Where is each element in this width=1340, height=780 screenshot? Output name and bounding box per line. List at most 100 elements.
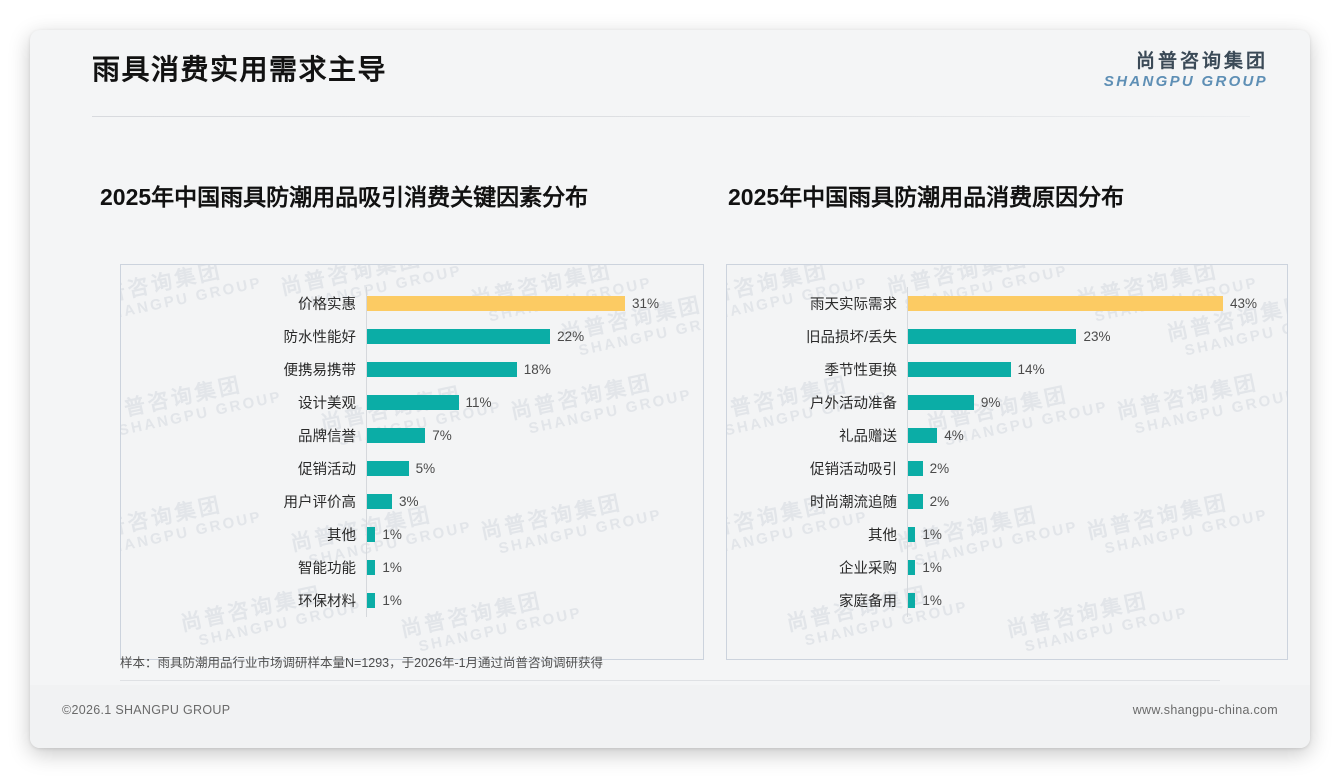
bar-track: 18% (366, 353, 703, 386)
bar-value-label: 7% (432, 428, 452, 443)
bar-value-label: 3% (398, 494, 419, 509)
bar (367, 461, 409, 476)
slide-footer: ©2026.1 SHANGPU GROUP www.shangpu-china.… (30, 685, 1310, 748)
chart-column-right: 2025年中国雨具防潮用品消费原因分布 尚普咨询集团 SHANGPU GROUP 尚… (698, 180, 1290, 660)
bar-category-label: 时尚潮流追随 (810, 495, 897, 511)
chart-title-right: 2025年中国雨具防潮用品消费原因分布 (728, 184, 1125, 210)
bar-category-label: 家庭备用 (839, 594, 897, 610)
bar-value-label: 11% (465, 395, 492, 410)
bar (908, 593, 916, 608)
bar-category-label: 便携易携带 (283, 363, 357, 379)
bar (908, 329, 1077, 344)
bar-track: 1% (366, 584, 703, 617)
bar-row: 便携易携带 18% (121, 353, 703, 386)
bar-row: 环保材料 1% (121, 584, 703, 617)
bar-value-label: 1% (382, 560, 402, 575)
chart-panel-right: 尚普咨询集团 SHANGPU GROUP 尚普咨询集团 SHANGPU GROUP 尚普… (726, 264, 1288, 660)
bar-category-label: 设计美观 (298, 396, 356, 412)
bar-category-label: 其他 (327, 528, 356, 544)
chart-panel-left: 尚普咨询集团 SHANGPU GROUP 尚普咨询集团 SHANGPU GROUP 尚普… (120, 264, 704, 660)
bar-track: 2% (907, 452, 1287, 485)
bar (908, 362, 1011, 377)
bar-category-label: 企业采购 (839, 561, 897, 577)
bar (367, 494, 392, 509)
bar-row: 其他 1% (727, 518, 1287, 551)
page-title: 雨具消费实用需求主导 (92, 54, 388, 85)
bar-track: 4% (907, 419, 1287, 452)
bar-value-label: 1% (382, 527, 402, 542)
bar-category-label: 品牌信誉 (298, 429, 356, 445)
header-divider (92, 116, 1250, 117)
bar-row: 企业采购 1% (727, 551, 1287, 584)
bar (908, 428, 938, 443)
bar-row: 礼品赠送 4% (727, 419, 1287, 452)
bar-track: 43% (907, 287, 1287, 320)
bar-value-label: 2% (929, 461, 950, 476)
bar-row: 智能功能 1% (121, 551, 703, 584)
bar-rows-right: 雨天实际需求 43% 旧品损坏/丢失 23% 季节性更换 14% 户外活动准备 9% 礼品赠送 4… (727, 287, 1287, 617)
bar (908, 461, 923, 476)
bar-category-label: 季节性更换 (824, 363, 898, 379)
bar-row: 旧品损坏/丢失 23% (727, 320, 1287, 353)
bar-track: 14% (907, 353, 1287, 386)
chart-column-left: 2025年中国雨具防潮用品吸引消费关键因素分布 尚普咨询集团 SHANGPU GR… (92, 180, 704, 660)
footer-website[interactable]: www.shangpu-china.com (1132, 703, 1278, 717)
sample-footnote: 样本：雨具防潮用品行业市场调研样本量N=1293，于2026年-1月通过尚普咨询… (120, 656, 604, 670)
bar-row: 品牌信誉 7% (121, 419, 703, 452)
bar (908, 494, 923, 509)
bar (367, 560, 376, 575)
bar (367, 395, 459, 410)
bar-value-label: 18% (523, 362, 551, 377)
bar (367, 527, 376, 542)
bar-track: 11% (366, 386, 703, 419)
bar-value-label: 22% (557, 329, 585, 344)
bar-category-label: 户外活动准备 (810, 396, 897, 412)
bar (367, 362, 517, 377)
bar-track: 3% (366, 485, 703, 518)
bar-value-label: 1% (922, 527, 942, 542)
bar-rows-left: 价格实惠 31% 防水性能好 22% 便携易携带 18% 设计美观 11% 品牌信誉 7% 促销活动… (121, 287, 703, 617)
bar-track: 1% (366, 551, 703, 584)
bar (367, 428, 426, 443)
bar-category-label: 旧品损坏/丢失 (805, 330, 897, 346)
bar-row: 季节性更换 14% (727, 353, 1287, 386)
footnote-divider (120, 680, 1220, 681)
bar (367, 593, 376, 608)
bar-category-label: 雨天实际需求 (810, 297, 897, 313)
bar-row: 价格实惠 31% (121, 287, 703, 320)
bar-value-label: 2% (929, 494, 950, 509)
bar-category-label: 环保材料 (298, 594, 356, 610)
bar-value-label: 43% (1230, 296, 1258, 311)
bar-row: 家庭备用 1% (727, 584, 1287, 617)
bar-row: 时尚潮流追随 2% (727, 485, 1287, 518)
bar-row: 促销活动吸引 2% (727, 452, 1287, 485)
brand-logo: 尚普咨询集团 SHANGPU GROUP (1104, 52, 1268, 90)
chart-title-left: 2025年中国雨具防潮用品吸引消费关键因素分布 (100, 184, 589, 210)
bar-category-label: 智能功能 (298, 561, 356, 577)
bar-category-label: 价格实惠 (298, 297, 356, 313)
footer-copyright: ©2026.1 SHANGPU GROUP (62, 703, 231, 717)
bar-row: 其他 1% (121, 518, 703, 551)
bar-row: 雨天实际需求 43% (727, 287, 1287, 320)
bar-category-label: 促销活动吸引 (810, 462, 897, 478)
bar-value-label: 4% (944, 428, 964, 443)
brand-name-cn: 尚普咨询集团 (1135, 51, 1268, 72)
bar (908, 527, 916, 542)
bar-row: 户外活动准备 9% (727, 386, 1287, 419)
bar-value-label: 23% (1083, 329, 1111, 344)
bar-row: 设计美观 11% (121, 386, 703, 419)
bar-track: 5% (366, 452, 703, 485)
bar (367, 329, 551, 344)
slide-header: 雨具消费实用需求主导 尚普咨询集团 SHANGPU GROUP (30, 30, 1310, 108)
bar-value-label: 1% (922, 560, 942, 575)
bar (908, 560, 916, 575)
bar (367, 296, 625, 311)
bar-row: 防水性能好 22% (121, 320, 703, 353)
bar-row: 促销活动 5% (121, 452, 703, 485)
bar-track: 1% (907, 584, 1287, 617)
bar-value-label: 9% (980, 395, 1001, 410)
bar-category-label: 防水性能好 (283, 330, 357, 346)
bar-track: 7% (366, 419, 703, 452)
bar-track: 2% (907, 485, 1287, 518)
bar-track: 23% (907, 320, 1287, 353)
